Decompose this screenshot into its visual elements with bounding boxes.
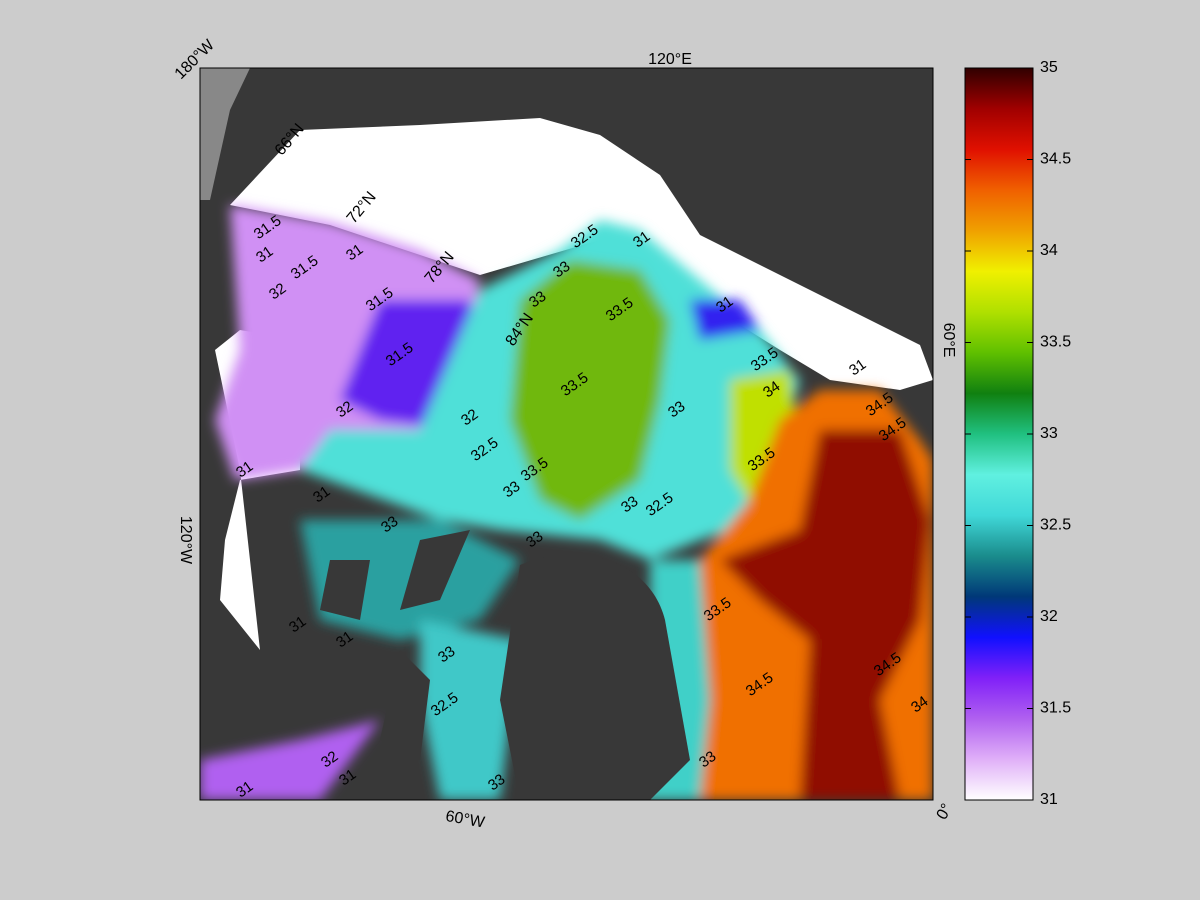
contour-label: 33 — [696, 748, 719, 771]
longitude-label: 0° — [934, 801, 956, 823]
contour-label: 34 — [908, 693, 931, 716]
contour-label: 32 — [458, 406, 481, 429]
land-gray — [200, 68, 250, 200]
colorbar-tick-label: 31.5 — [1040, 700, 1071, 717]
colorbar-tick-label: 32 — [1040, 608, 1058, 625]
contour-label: 33 — [665, 398, 688, 421]
contour-label: 33 — [523, 528, 546, 551]
labels: 180°W 120°E60°E0°60°W120°W66°N72°N78°N84°… — [172, 36, 957, 832]
contour-label: 33 — [500, 478, 523, 501]
contour-label: 31 — [630, 228, 653, 251]
contour-label: 33 — [550, 258, 573, 281]
colorbar-tick-label: 31 — [1040, 791, 1058, 808]
colorbar-tick-label: 33.5 — [1040, 334, 1071, 351]
contour-label: 33 — [378, 513, 401, 536]
contour-label: 33 — [618, 493, 641, 516]
map-area — [200, 68, 933, 800]
contour-label: 32 — [266, 280, 289, 303]
contour-label: 31 — [333, 628, 356, 651]
contour-label: 33 — [485, 771, 508, 794]
contour-label: 31 — [713, 293, 736, 316]
sea-ice — [230, 118, 933, 390]
colorbar-tick-label: 35 — [1040, 59, 1058, 76]
contour-label: 31 — [336, 766, 359, 789]
contour-label: 31 — [253, 243, 276, 266]
contour-label: 31 — [233, 458, 256, 481]
contour-label: 33 — [435, 643, 458, 666]
land — [500, 554, 690, 800]
contour-label: 34 — [760, 378, 783, 401]
map-frame — [199, 67, 934, 801]
longitude-label: 60°E — [940, 323, 957, 358]
longitude-label: 120°E — [648, 51, 692, 68]
colorbar-tick-label: 33 — [1040, 425, 1058, 442]
land — [380, 650, 430, 760]
land — [320, 530, 470, 620]
colorbar-tick-label: 32.5 — [1040, 517, 1071, 534]
contour-label: 33 — [526, 288, 549, 311]
contour-label: 32 — [318, 748, 341, 771]
colorbar — [964, 67, 1034, 801]
contour-label: 31 — [343, 241, 366, 264]
contour-label: 31 — [846, 356, 869, 379]
colorbar-tick-label: 34 — [1040, 242, 1058, 259]
longitude-label: 60°W — [444, 808, 487, 832]
colorbar-tick-label: 34.5 — [1040, 151, 1071, 168]
salinity-field — [200, 205, 933, 800]
longitude-label: 120°W — [177, 516, 194, 565]
contour-label: 31 — [286, 613, 309, 636]
contour-label: 31 — [310, 483, 333, 506]
contour-label: 32 — [333, 398, 356, 421]
contour-label: 31 — [233, 778, 256, 801]
